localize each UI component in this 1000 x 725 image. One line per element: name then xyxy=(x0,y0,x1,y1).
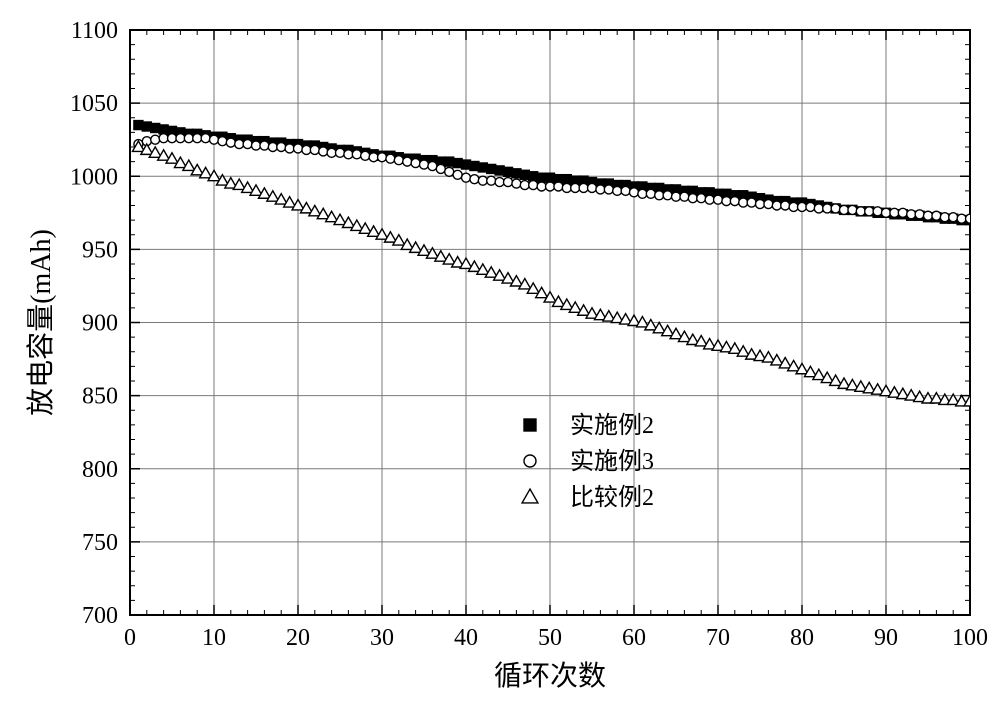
x-tick-label: 50 xyxy=(538,625,562,651)
x-tick-label: 100 xyxy=(952,625,988,651)
y-tick-label: 1000 xyxy=(70,164,118,190)
legend-item-label: 比较例2 xyxy=(570,484,654,511)
y-tick-label: 1100 xyxy=(71,18,118,44)
y-tick-label: 900 xyxy=(82,311,118,337)
x-axis-label: 循环次数 xyxy=(494,660,606,692)
x-tick-label: 0 xyxy=(124,625,136,651)
y-tick-label: 700 xyxy=(82,603,118,629)
x-tick-label: 70 xyxy=(706,625,730,651)
x-tick-label: 60 xyxy=(622,625,646,651)
y-tick-label: 750 xyxy=(82,530,118,556)
y-axis-label: 放电容量(mAh) xyxy=(25,229,57,416)
chart-container: 0 10 20 30 40 50 60 70 80 90 100 700 750 800 850 900 950… xyxy=(0,0,1000,725)
legend-item-label: 实施例2 xyxy=(570,412,654,439)
x-tick-label: 80 xyxy=(790,625,814,651)
y-tick-label: 950 xyxy=(82,237,118,263)
chart-svg: 0 10 20 30 40 50 60 70 80 90 100 700 750 800 850 900 950… xyxy=(0,0,1000,725)
x-tick-label: 30 xyxy=(370,625,394,651)
y-tick-label: 850 xyxy=(82,384,118,410)
y-tick-label: 800 xyxy=(82,457,118,483)
x-tick-label: 20 xyxy=(286,625,310,651)
x-tick-label: 90 xyxy=(874,625,898,651)
x-tick-label: 40 xyxy=(454,625,478,651)
y-tick-label: 1050 xyxy=(70,91,118,117)
legend-item-label: 实施例3 xyxy=(570,448,654,475)
x-tick-label: 10 xyxy=(202,625,226,651)
